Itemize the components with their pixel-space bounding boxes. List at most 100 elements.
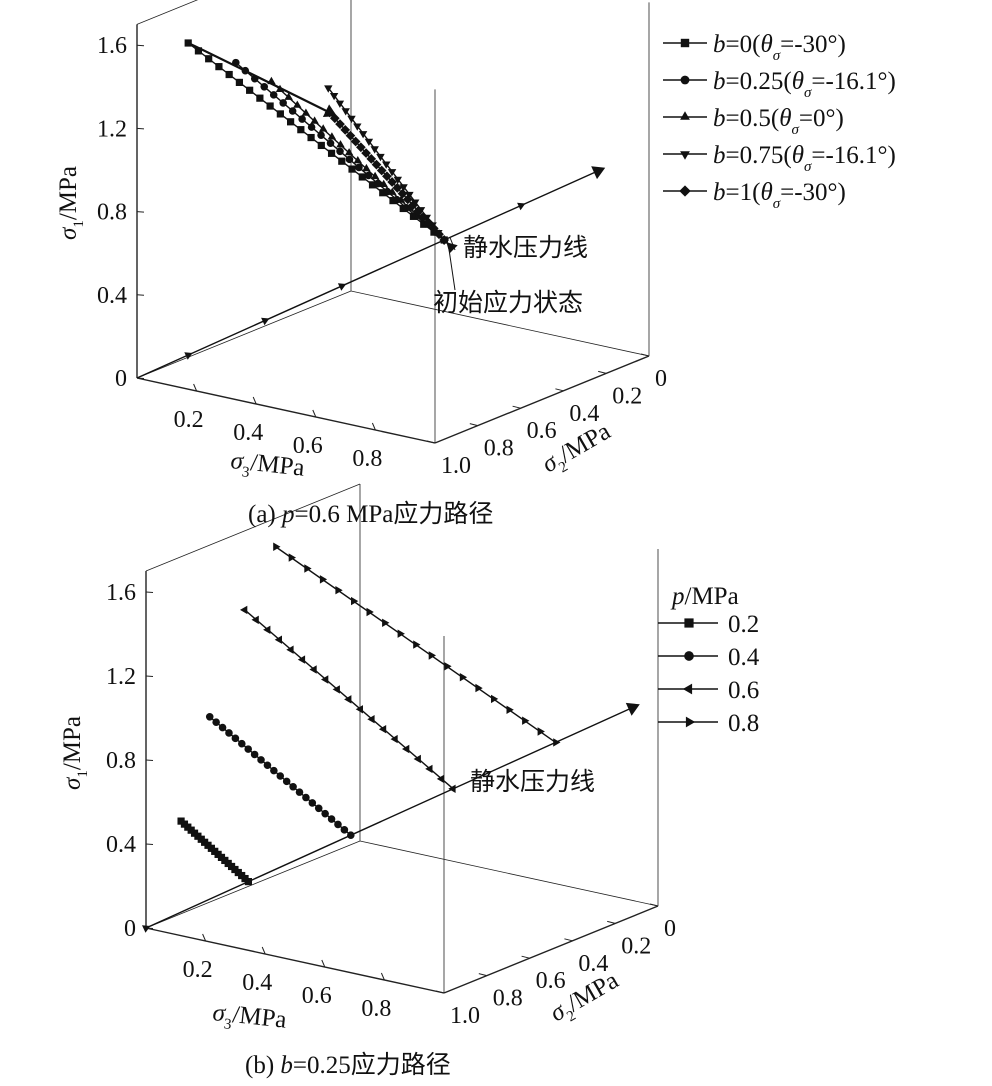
data-point [309,665,317,674]
data-point [310,116,319,124]
data-point [345,130,356,141]
data-point [297,655,306,664]
hydrostatic-mark [184,352,193,360]
data-point [425,764,433,774]
data-point [418,211,429,222]
data-point [345,155,354,164]
y-tick-label: 1.6 [106,580,136,606]
legend-entry: 0.4 [658,644,760,671]
data-point [334,820,342,829]
frame-edge [359,840,659,907]
z-tick-label: 0 [655,366,667,392]
data-point [293,100,302,108]
data-point [212,718,220,726]
legend-label: b=1(θσ=-30°) [713,179,846,212]
hydrostatic-arrowhead [625,702,640,716]
data-point [194,47,203,55]
data-point [286,645,294,654]
data-point [205,55,213,63]
x-tick-label: 0.2 [174,407,204,433]
series-b=0.25(θσ=-16.1°) [232,58,448,244]
data-point [475,683,483,693]
x-tick-label: 0.8 [361,996,391,1022]
data-point [215,63,223,71]
data-point [298,115,306,123]
data-point [319,575,328,584]
legend-entry: 0.2 [658,611,759,638]
y-tick [145,591,154,593]
data-point [405,203,414,211]
z-tick [426,440,436,444]
data-point [327,149,336,157]
legend-entry: 0.6 [658,677,759,704]
data-point [287,118,295,126]
data-point [358,173,366,181]
data-point [370,171,380,180]
data-point [428,223,439,234]
frame-edge [136,377,436,444]
z-tick-label: 0.6 [536,968,566,994]
data-point [553,738,561,747]
data-point [413,206,424,216]
data-point [353,123,362,131]
y-tick [136,44,145,47]
data-point [269,91,278,99]
data-point [256,94,264,102]
data-point [366,607,374,617]
data-point [344,148,354,156]
data-point [491,694,499,704]
data-point [231,734,240,743]
data-point [321,809,329,818]
x-tick [252,396,257,405]
x-tick [321,959,326,968]
data-point [392,182,403,193]
data-point [235,78,243,86]
data-point [317,131,325,139]
z-tick [607,920,616,924]
data-point [537,727,545,736]
legend-marker [685,716,696,728]
data-point [335,119,345,129]
hydrostatic-axis [136,170,599,379]
data-point [225,729,233,737]
z-tick [649,903,659,907]
z-tick [435,990,445,994]
legend-entry: b=0.75(θσ=-16.1°) [663,142,896,175]
x-tick [312,409,317,418]
data-point [284,92,293,100]
x-tick [380,972,385,981]
data-point [389,197,397,205]
data-point [408,200,418,211]
data-point [378,725,387,734]
hydrostatic-mark [142,925,151,933]
z-tick [478,973,487,977]
series-0.4 [205,713,355,839]
z-tick [512,405,521,409]
legend-marker [684,651,694,661]
data-point [459,673,468,682]
data-point [260,83,269,91]
x-tick [193,383,198,392]
data-point [321,675,329,684]
data-point [251,615,259,625]
legend-marker [680,75,690,85]
data-point [335,586,343,595]
data-point [340,125,351,135]
data-point [428,651,436,660]
ticks: 0 0.4 0.8 1.2 1.6 0.2 0.4 0.6 0.8 0 0.2 0.4 0.6 0.8 1.… [97,33,667,479]
hydrostatic-mark [261,317,270,326]
data-point [376,153,385,162]
data-point [364,138,374,146]
z-tick [598,370,607,374]
data-point [388,187,397,195]
data-point [302,793,310,802]
legend-entry: 0.8 [658,710,759,737]
x-tick [261,946,266,955]
data-point [301,108,311,116]
legend-label: 0.2 [728,611,759,638]
series-0.6 [240,605,456,793]
legend-title-b: p/MPa [670,583,739,610]
panel-b: 0 0.4 0.8 1.2 1.6 0.2 0.4 0.6 0.8 0 0.2 0.4 0.6 0.8 1.… [106,483,676,1029]
hydrostatic-label-a: 静水压力线 [463,234,588,262]
z-tick-label: 0.2 [621,933,651,959]
